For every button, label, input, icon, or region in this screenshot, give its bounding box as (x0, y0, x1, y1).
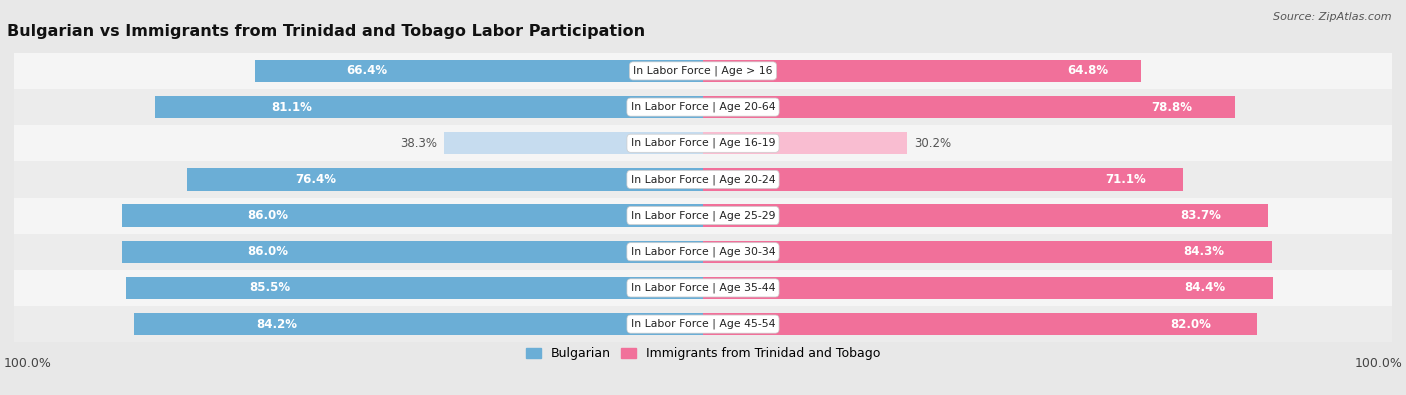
Bar (14, 161, 1392, 198)
Text: 84.2%: 84.2% (256, 318, 297, 331)
Text: 85.5%: 85.5% (249, 281, 291, 294)
Bar (14, 89, 1392, 125)
Text: 84.3%: 84.3% (1184, 245, 1225, 258)
Bar (122, 204, 703, 227)
Text: In Labor Force | Age 20-64: In Labor Force | Age 20-64 (631, 102, 775, 112)
Text: In Labor Force | Age 16-19: In Labor Force | Age 16-19 (631, 138, 775, 149)
Bar (122, 241, 703, 263)
Text: 86.0%: 86.0% (247, 245, 288, 258)
Bar (703, 313, 1257, 335)
Text: 78.8%: 78.8% (1152, 101, 1192, 114)
Bar (703, 277, 1272, 299)
Bar (14, 198, 1392, 234)
Bar (703, 60, 1140, 82)
Text: In Labor Force | Age 30-34: In Labor Force | Age 30-34 (631, 246, 775, 257)
Text: 64.8%: 64.8% (1067, 64, 1109, 77)
Bar (444, 132, 703, 154)
Text: Bulgarian vs Immigrants from Trinidad and Tobago Labor Participation: Bulgarian vs Immigrants from Trinidad an… (7, 24, 645, 39)
Legend: Bulgarian, Immigrants from Trinidad and Tobago: Bulgarian, Immigrants from Trinidad and … (520, 342, 886, 365)
Bar (703, 168, 1184, 191)
Bar (187, 168, 703, 191)
Text: 66.4%: 66.4% (346, 64, 387, 77)
Text: 30.2%: 30.2% (914, 137, 950, 150)
Bar (254, 60, 703, 82)
Text: 71.1%: 71.1% (1105, 173, 1146, 186)
Bar (155, 96, 703, 118)
Bar (703, 132, 907, 154)
Bar (125, 277, 703, 299)
Text: In Labor Force | Age > 16: In Labor Force | Age > 16 (633, 66, 773, 76)
Text: In Labor Force | Age 35-44: In Labor Force | Age 35-44 (631, 283, 775, 293)
Bar (135, 313, 703, 335)
Bar (14, 53, 1392, 89)
Bar (14, 270, 1392, 306)
Bar (703, 96, 1236, 118)
Text: Source: ZipAtlas.com: Source: ZipAtlas.com (1274, 12, 1392, 22)
Text: In Labor Force | Age 45-54: In Labor Force | Age 45-54 (631, 319, 775, 329)
Bar (14, 234, 1392, 270)
Text: In Labor Force | Age 20-24: In Labor Force | Age 20-24 (631, 174, 775, 185)
Text: 38.3%: 38.3% (401, 137, 437, 150)
Text: 76.4%: 76.4% (295, 173, 336, 186)
Text: 86.0%: 86.0% (247, 209, 288, 222)
Text: 83.7%: 83.7% (1180, 209, 1220, 222)
Text: 84.4%: 84.4% (1184, 281, 1225, 294)
Text: In Labor Force | Age 25-29: In Labor Force | Age 25-29 (631, 210, 775, 221)
Bar (703, 204, 1268, 227)
Text: 81.1%: 81.1% (271, 101, 312, 114)
Bar (14, 306, 1392, 342)
Bar (14, 125, 1392, 161)
Bar (703, 241, 1272, 263)
Text: 82.0%: 82.0% (1170, 318, 1211, 331)
